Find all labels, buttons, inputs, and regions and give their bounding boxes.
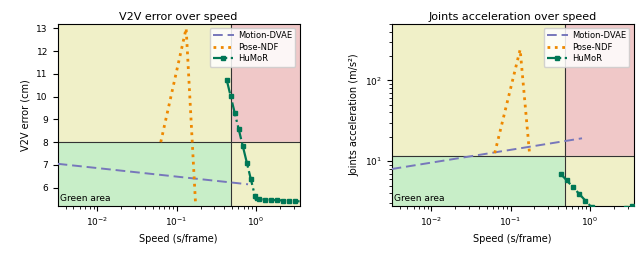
Text: Green area: Green area — [60, 194, 111, 203]
X-axis label: Speed (s/frame): Speed (s/frame) — [474, 234, 552, 244]
X-axis label: Speed (s/frame): Speed (s/frame) — [140, 234, 218, 244]
Title: Joints acceleration over speed: Joints acceleration over speed — [428, 12, 596, 22]
Legend: Motion-DVAE, Pose-NDF, HuMoR: Motion-DVAE, Pose-NDF, HuMoR — [543, 28, 629, 67]
Y-axis label: V2V error (cm): V2V error (cm) — [21, 79, 31, 151]
Text: Green area: Green area — [394, 194, 445, 203]
Y-axis label: Joints acceleration (m/s²): Joints acceleration (m/s²) — [349, 54, 359, 176]
Legend: Motion-DVAE, Pose-NDF, HuMoR: Motion-DVAE, Pose-NDF, HuMoR — [210, 28, 296, 67]
Title: V2V error over speed: V2V error over speed — [120, 12, 238, 22]
